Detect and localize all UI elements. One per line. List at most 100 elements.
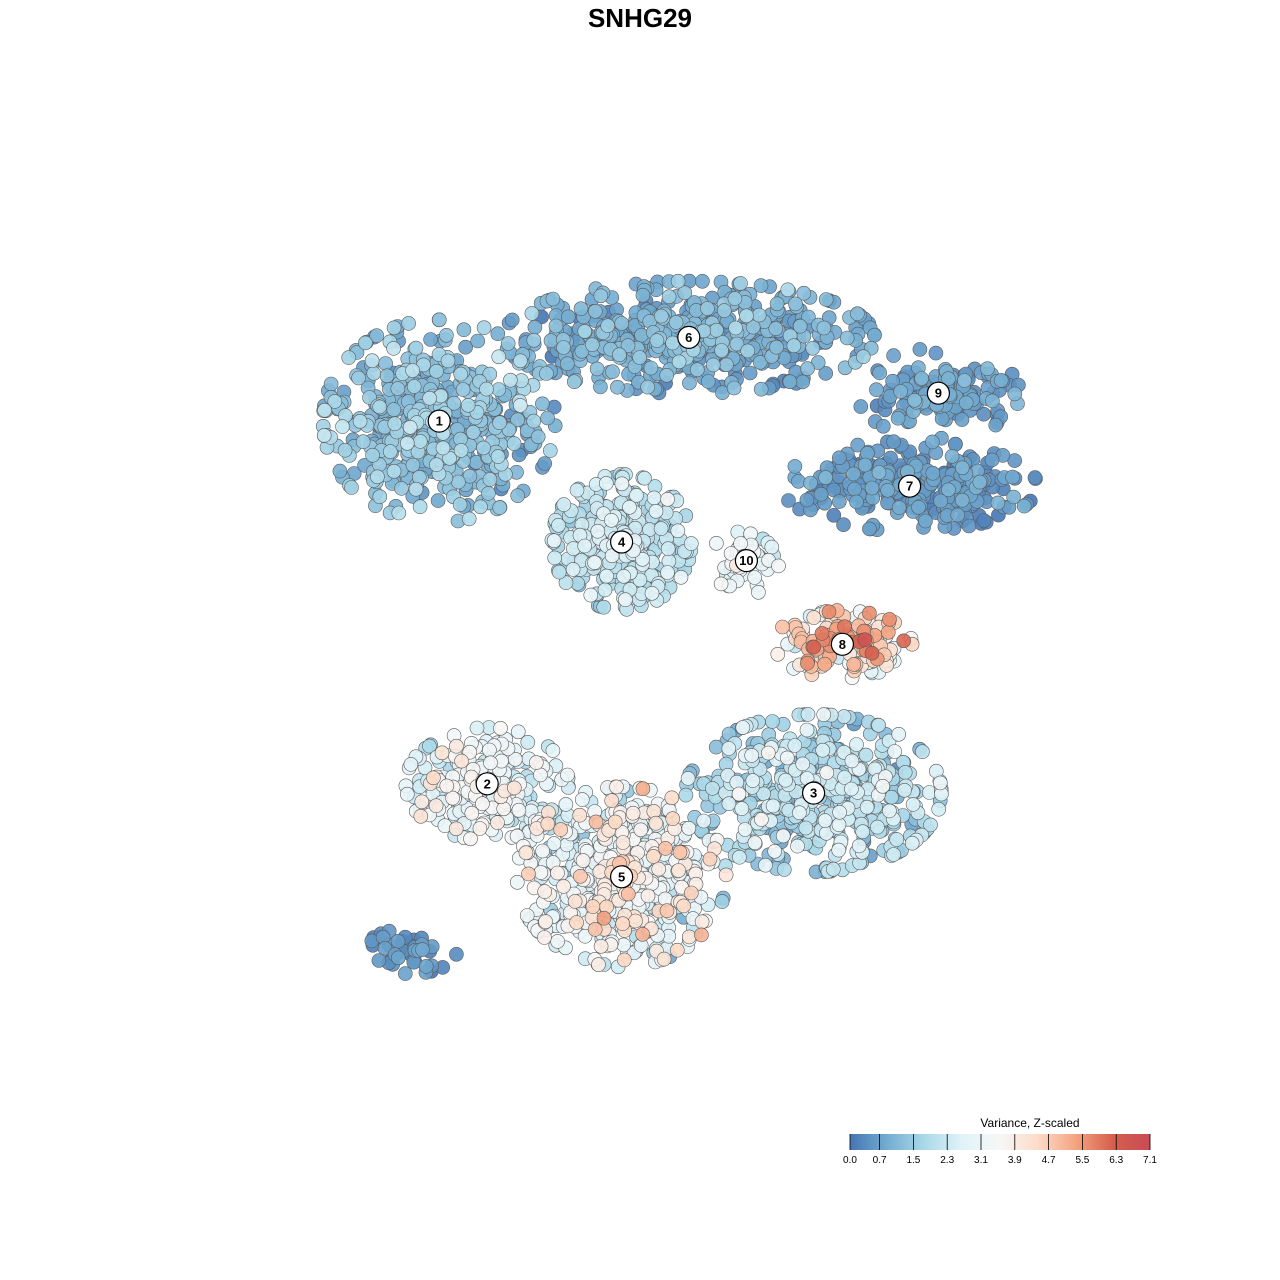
scatter-point — [859, 799, 875, 815]
scatter-point — [567, 894, 583, 909]
scatter-point — [950, 507, 966, 523]
scatter-point — [548, 318, 564, 334]
scatter-point — [890, 410, 906, 426]
scatter-point — [714, 894, 730, 909]
scatter-point — [871, 717, 886, 733]
scatter-point — [660, 565, 675, 580]
scatter-point — [769, 339, 784, 355]
scatter-point — [460, 397, 476, 413]
scatter-point — [405, 457, 421, 473]
scatter-point — [473, 499, 488, 515]
scatter-point — [1016, 498, 1032, 514]
scatter-point — [731, 786, 747, 802]
scatter-point — [530, 429, 546, 445]
scatter-point — [513, 353, 528, 369]
scatter-point — [726, 380, 742, 396]
scatter-point — [597, 582, 613, 598]
scatter-point — [537, 930, 552, 945]
scatter-point — [556, 497, 572, 512]
scatter-point — [572, 807, 588, 823]
scatter-point — [905, 797, 921, 812]
scatter-point — [800, 655, 815, 671]
scatter-point — [464, 805, 480, 821]
scatter-point — [695, 273, 710, 289]
legend-tick-label: 7.1 — [1143, 1155, 1157, 1166]
scatter-point — [365, 447, 380, 463]
scatter-point — [537, 456, 553, 471]
scatter-point — [545, 291, 561, 307]
scatter-point — [635, 781, 651, 797]
scatter-point — [651, 861, 667, 877]
scatter-point — [716, 303, 732, 318]
scatter-point — [831, 494, 847, 509]
scatter-point — [445, 790, 460, 806]
cluster-label: 4 — [609, 530, 634, 554]
scatter-point — [798, 820, 814, 836]
scatter-point — [661, 289, 677, 305]
scatter-point — [976, 406, 992, 422]
scatter-point — [668, 315, 684, 330]
scatter-point — [476, 320, 492, 336]
scatter-point — [862, 521, 877, 537]
scatter-point — [754, 812, 769, 827]
scatter-point — [764, 539, 780, 555]
scatter-point — [439, 778, 455, 794]
scatter-point — [364, 353, 380, 369]
scatter-point — [867, 327, 882, 343]
scatter-point — [855, 824, 871, 840]
scatter-point — [506, 780, 522, 796]
scatter-point — [988, 417, 1004, 433]
legend-tick-label: 4.7 — [1042, 1155, 1056, 1166]
scatter-point — [831, 450, 847, 466]
scatter-point — [689, 362, 705, 378]
scatter-point — [714, 343, 729, 358]
scatter-point — [492, 500, 508, 515]
scatter-point — [681, 820, 697, 836]
scatter-point — [599, 568, 614, 584]
scatter-point — [556, 340, 571, 355]
scatter-point — [700, 301, 715, 316]
scatter-point — [461, 511, 477, 527]
scatter-point — [776, 862, 792, 877]
cluster-label: 5 — [609, 865, 634, 889]
scatter-point — [880, 624, 896, 640]
scatter-point — [870, 819, 885, 835]
scatter-point — [659, 903, 675, 919]
cluster-label-text: 7 — [906, 479, 913, 494]
scatter-point — [546, 533, 562, 549]
legend-tick-label: 1.5 — [906, 1155, 920, 1166]
scatter-point — [806, 610, 822, 625]
scatter-point — [734, 801, 750, 816]
scatter-point — [390, 381, 406, 396]
scatter-point — [490, 815, 505, 830]
scatter-point — [709, 322, 724, 338]
scatter-point — [781, 493, 796, 508]
scatter-point — [472, 821, 488, 836]
scatter-point — [817, 813, 833, 828]
scatter-point — [904, 835, 920, 851]
scatter-point — [545, 743, 561, 758]
scatter-point — [886, 847, 901, 862]
scatter-point — [737, 822, 753, 837]
scatter-point — [543, 333, 559, 349]
scatter-point — [709, 535, 724, 551]
scatter-point — [849, 494, 864, 510]
scatter-point — [399, 786, 415, 802]
scatter-point — [1006, 489, 1021, 505]
scatter-point — [332, 463, 348, 479]
scatter-point — [753, 381, 769, 397]
scatter-point — [857, 632, 873, 648]
scatter-point — [533, 767, 548, 783]
scatter-point — [559, 356, 575, 372]
scatter-point — [583, 587, 599, 603]
scatter-point — [496, 801, 512, 817]
scatter-point — [637, 470, 652, 486]
scatter-point — [566, 374, 582, 390]
scatter-point — [972, 474, 988, 490]
scatter-point — [492, 415, 507, 431]
scatter-point — [961, 518, 977, 534]
scatter-point — [317, 402, 332, 418]
scatter-point — [925, 465, 941, 481]
scatter-point — [610, 379, 625, 395]
scatter-point — [399, 435, 415, 451]
